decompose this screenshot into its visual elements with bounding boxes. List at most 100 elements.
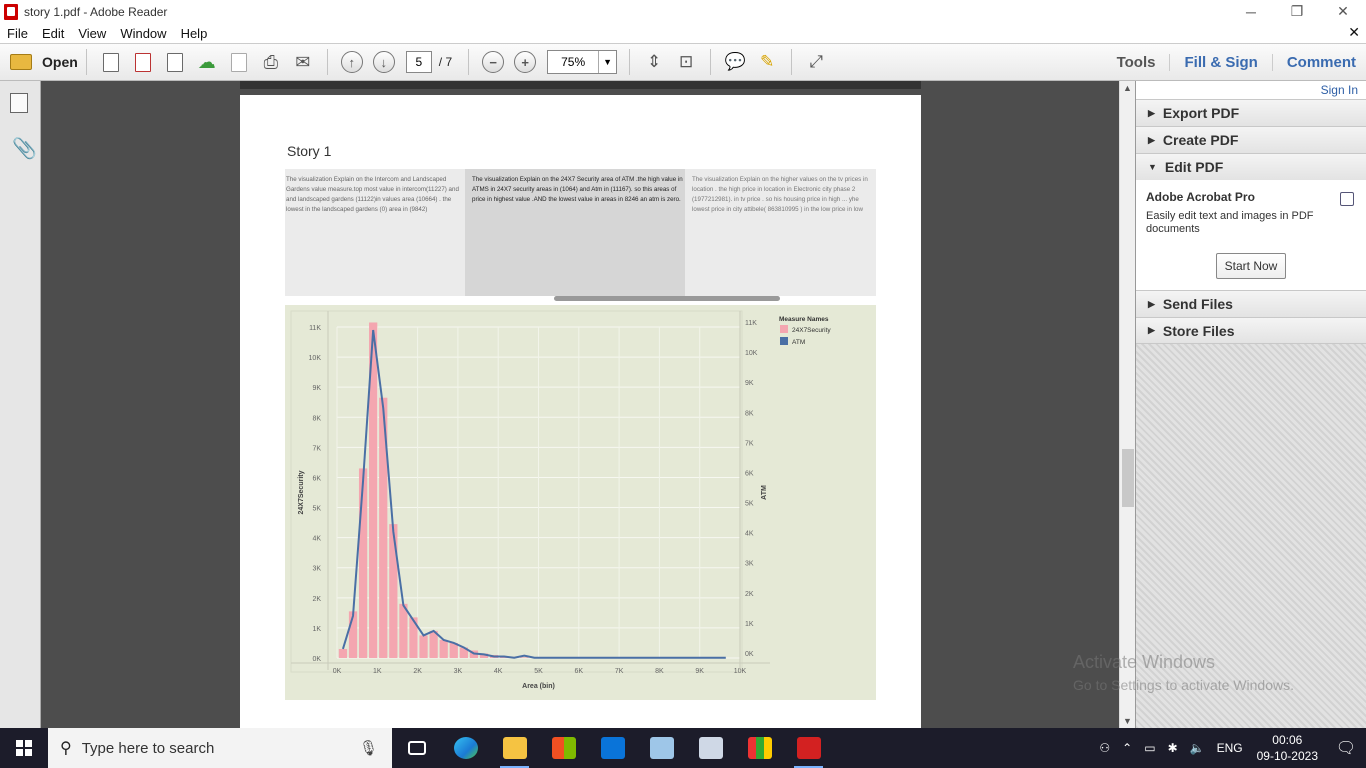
- language-indicator[interactable]: ENG: [1216, 741, 1243, 755]
- mail-app[interactable]: [588, 728, 637, 768]
- zoom-in-button[interactable]: +: [512, 49, 538, 75]
- previous-page-button[interactable]: ↑: [339, 49, 365, 75]
- create-pdf-section[interactable]: ▶ Create PDF: [1136, 126, 1366, 153]
- minimize-button[interactable]: ─: [1246, 3, 1256, 20]
- y-tick-right: 4K: [745, 531, 754, 538]
- toolbar-divider: [791, 49, 793, 75]
- full-screen-button[interactable]: ⤢: [803, 49, 829, 75]
- scroll-up-icon[interactable]: ▲: [1123, 83, 1132, 93]
- bar-24x7security: [419, 635, 428, 658]
- chart-container: 0K 0K 1K 1K 2K 2K 3K 3K 4K 4K 5K 5K 6K 6K 7K 7K 8K 8K 9K 9K…: [285, 305, 876, 700]
- edit-button[interactable]: [162, 49, 188, 75]
- close-button[interactable]: ✕: [1337, 3, 1349, 19]
- edge-app[interactable]: [441, 728, 490, 768]
- notifications-button[interactable]: 🗨: [1326, 728, 1366, 768]
- bar-24x7security: [520, 657, 529, 658]
- windows-logo-icon: [16, 740, 32, 756]
- print-button[interactable]: ⎙: [258, 49, 284, 75]
- previous-page-edge: [240, 81, 921, 89]
- send-files-label: Send Files: [1162, 296, 1233, 312]
- export-pdf-section[interactable]: ▶ Export PDF: [1136, 99, 1366, 126]
- page-thumbnails-icon[interactable]: [10, 93, 28, 113]
- file-explorer-app[interactable]: [490, 728, 539, 768]
- zoom-select[interactable]: 75% ▼: [547, 50, 618, 74]
- taskbar-apps: [392, 728, 833, 768]
- people-icon[interactable]: ⚇: [1099, 741, 1111, 755]
- menu-help[interactable]: Help: [180, 25, 208, 41]
- scrollbar-thumb[interactable]: [1122, 449, 1134, 507]
- watermark-subtitle: Go to Settings to activate Windows.: [1073, 677, 1294, 693]
- menu-view[interactable]: View: [78, 25, 107, 41]
- zoom-out-button[interactable]: −: [480, 49, 506, 75]
- toolbar-divider: [85, 49, 87, 75]
- triangle-right-icon: ▶: [1148, 325, 1155, 335]
- save-button[interactable]: [226, 49, 252, 75]
- acrobat-badge-icon: [1340, 192, 1354, 206]
- send-files-section[interactable]: ▶ Send Files: [1136, 290, 1366, 317]
- vertical-scrollbar[interactable]: ▲ ▼: [1119, 81, 1135, 728]
- y-tick-right: 5K: [745, 501, 754, 508]
- attachments-icon[interactable]: 📎: [12, 138, 37, 160]
- plot-frame: [290, 310, 743, 673]
- sticky-note-button[interactable]: 💬: [722, 49, 748, 75]
- adobe-reader-app[interactable]: [784, 728, 833, 768]
- notification-icon: 🗨: [1335, 740, 1357, 757]
- bar-24x7security: [338, 648, 348, 658]
- restore-button[interactable]: ❐: [1290, 3, 1304, 19]
- create-pdf-tool-button[interactable]: [98, 49, 124, 75]
- close-document-button[interactable]: ✕: [1348, 24, 1360, 40]
- x-tick: 1K: [373, 668, 382, 675]
- triangle-right-icon: ▶: [1148, 107, 1155, 118]
- clock-time: 00:06: [1272, 732, 1303, 747]
- media-app[interactable]: [735, 728, 784, 768]
- menu-file[interactable]: File: [7, 25, 28, 41]
- start-now-button[interactable]: Start Now: [1216, 253, 1286, 279]
- chevron-down-icon[interactable]: ▼: [598, 51, 616, 73]
- folder-icon: [502, 737, 527, 759]
- scroll-down-icon[interactable]: ▼: [1123, 716, 1132, 726]
- network-icon[interactable]: ✱: [1167, 741, 1178, 755]
- taskbar-search[interactable]: ⚲ Type here to search 🎙: [48, 728, 392, 768]
- chevron-up-icon[interactable]: ⌃: [1122, 741, 1133, 755]
- document-app[interactable]: [686, 728, 735, 768]
- fit-page-icon: ⇕: [647, 52, 662, 71]
- upload-button[interactable]: ☁: [194, 49, 220, 75]
- open-button[interactable]: Open: [10, 54, 78, 70]
- volume-icon[interactable]: 🔈: [1189, 741, 1205, 755]
- fill-sign-tab[interactable]: Fill & Sign: [1169, 54, 1271, 71]
- menu-window[interactable]: Window: [120, 25, 167, 41]
- email-button[interactable]: ✉: [290, 49, 316, 75]
- store-bag-icon: [551, 737, 576, 759]
- microphone-icon[interactable]: 🎙: [358, 740, 378, 757]
- start-button[interactable]: [0, 728, 48, 768]
- window-title: story 1.pdf - Adobe Reader: [24, 4, 168, 19]
- task-view-button[interactable]: [392, 728, 441, 768]
- next-page-button[interactable]: ↓: [371, 49, 397, 75]
- fit-width-button[interactable]: ⊡: [673, 49, 699, 75]
- sign-in-link[interactable]: Sign In: [1136, 81, 1366, 99]
- bar-24x7security: [479, 653, 489, 658]
- edit-pdf-section[interactable]: ▼ Edit PDF: [1136, 153, 1366, 180]
- comment-tab[interactable]: Comment: [1271, 54, 1366, 71]
- expand-icon: ⤢: [809, 52, 823, 71]
- x-tick: 7K: [615, 668, 624, 675]
- x-axis-label: Area (bin): [522, 683, 555, 690]
- page-number-input[interactable]: 5: [405, 51, 432, 73]
- store-app[interactable]: [539, 728, 588, 768]
- menu-edit[interactable]: Edit: [41, 25, 65, 41]
- document-viewport[interactable]: Story 1 The visualization Explain on the…: [41, 81, 1119, 728]
- convert-pdf-button[interactable]: [130, 49, 156, 75]
- y-tick-left: 4K: [312, 536, 321, 543]
- printer-icon: ⎙: [263, 51, 278, 72]
- bar-24x7security: [358, 468, 368, 658]
- create-pdf-icon: [102, 52, 119, 72]
- highlight-button[interactable]: ✎: [754, 49, 780, 75]
- store-files-section[interactable]: ▶ Store Files: [1136, 317, 1366, 344]
- fit-page-button[interactable]: ⇕: [641, 49, 667, 75]
- snowflake-app[interactable]: [637, 728, 686, 768]
- y-tick-right: 8K: [745, 410, 754, 417]
- tools-tab[interactable]: Tools: [1116, 54, 1156, 71]
- battery-icon[interactable]: ▭: [1144, 741, 1156, 755]
- toolbar-panels: Tools Fill & Sign Comment: [1103, 44, 1366, 81]
- clock[interactable]: 00:06 09-10-2023: [1249, 732, 1326, 764]
